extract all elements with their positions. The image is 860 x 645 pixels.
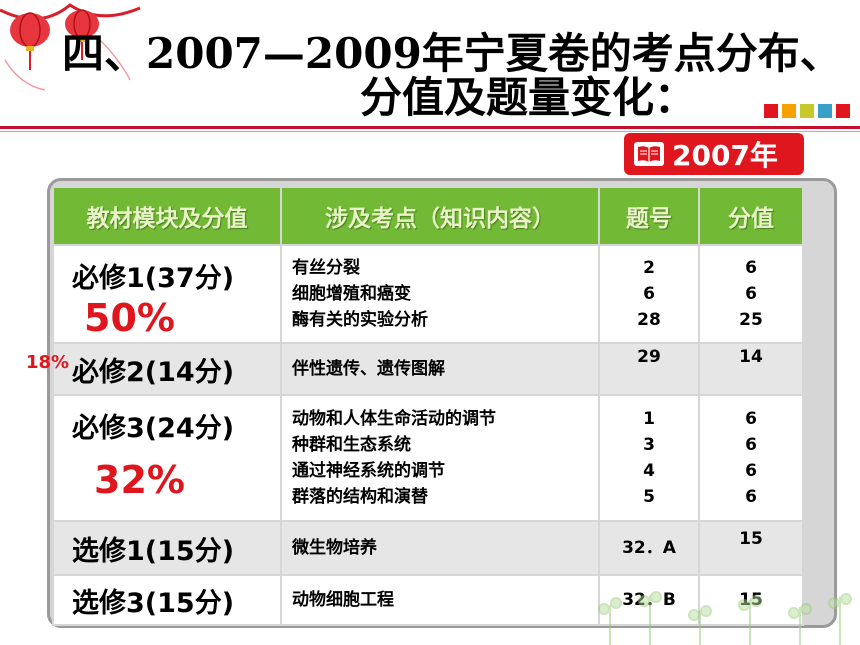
color-squares-decoration: [764, 104, 850, 118]
point-item: 有丝分裂: [292, 258, 360, 278]
point-item: 细胞增殖和癌变: [292, 284, 411, 304]
points-cell: 有丝分裂 细胞增殖和癌变 酶有关的实验分析: [280, 244, 600, 344]
score-cell: 6 6 25: [698, 244, 804, 344]
number-item: 29: [637, 347, 661, 367]
module-cell: 必修3(24分): [52, 394, 282, 522]
module-label: 选修1(15分): [72, 535, 235, 567]
number-cell: 29: [598, 342, 700, 396]
points-cell: 伴性遗传、遗传图解: [280, 342, 600, 396]
percent-18: 18%: [26, 352, 70, 373]
score-item: 6: [745, 435, 757, 455]
lantern-decoration-icon: [0, 3, 141, 91]
module-cell: 选修3(15分): [52, 574, 282, 626]
number-item: 1: [643, 409, 655, 429]
point-item: 酶有关的实验分析: [292, 310, 428, 330]
number-cell: 2 6 28: [598, 244, 700, 344]
score-item: 14: [739, 347, 763, 367]
module-cell: 选修1(15分): [52, 520, 282, 576]
module-cell: 必修2(14分): [52, 342, 282, 396]
title-divider: [0, 126, 860, 129]
score-item: 6: [745, 487, 757, 507]
score-cell: 15: [698, 520, 804, 576]
percent-50: 50%: [84, 296, 175, 340]
number-item: 2: [643, 258, 655, 278]
module-label: 必修1(37分): [72, 263, 235, 294]
red-square-2: [836, 104, 850, 118]
point-item: 种群和生态系统: [292, 435, 411, 455]
title-divider-thin: [0, 131, 860, 132]
score-item: 6: [745, 409, 757, 429]
red-square: [764, 104, 778, 118]
points-cell: 动物和人体生命活动的调节 种群和生态系统 通过神经系统的调节 群落的结构和演替: [280, 394, 600, 522]
blue-square: [818, 104, 832, 118]
number-item: 5: [643, 487, 655, 507]
header-points: 涉及考点（知识内容）: [280, 186, 600, 246]
point-item: 伴性遗传、遗传图解: [292, 359, 445, 379]
exam-distribution-table: 教材模块及分值 涉及考点（知识内容） 题号 分值 必修1(37分) 有丝分裂 细…: [52, 186, 804, 626]
header-module: 教材模块及分值: [52, 186, 282, 246]
points-cell: 动物细胞工程: [280, 574, 600, 626]
page-title-line2: 分值及题量变化：: [360, 73, 697, 122]
table-row: 必修1(37分) 有丝分裂 细胞增殖和癌变 酶有关的实验分析 2 6 28 6 …: [52, 244, 804, 344]
header-number: 题号: [598, 186, 700, 246]
orange-square: [782, 104, 796, 118]
module-label: 选修3(15分): [72, 587, 235, 619]
table-row: 必修2(14分) 伴性遗传、遗传图解 29 14: [52, 342, 804, 396]
percent-32: 32%: [94, 458, 185, 502]
page-title-line1: 四、2007—2009年宁夏卷的考点分布、: [62, 29, 842, 78]
point-item: 通过神经系统的调节: [292, 461, 445, 481]
number-cell: 32．A: [598, 520, 700, 576]
module-cell: 必修1(37分): [52, 244, 282, 344]
point-item: 微生物培养: [292, 538, 377, 558]
score-cell: 6 6 6 6: [698, 394, 804, 522]
score-item: 15: [739, 529, 763, 549]
score-cell: 14: [698, 342, 804, 396]
point-item: 动物细胞工程: [292, 590, 394, 610]
number-item: 4: [643, 461, 655, 481]
book-icon: [634, 142, 664, 166]
score-item: 25: [739, 310, 763, 330]
year-badge: 2007年: [624, 133, 804, 175]
header-score: 分值: [698, 186, 804, 246]
plant-decoration-icon: [598, 591, 852, 645]
score-item: 6: [745, 461, 757, 481]
year-label: 2007年: [672, 139, 778, 172]
table-header-row: 教材模块及分值 涉及考点（知识内容） 题号 分值: [52, 186, 804, 246]
number-item: 6: [643, 284, 655, 304]
yellow-square: [800, 104, 814, 118]
number-cell: 1 3 4 5: [598, 394, 700, 522]
number-item: 28: [637, 310, 661, 330]
score-item: 6: [745, 258, 757, 278]
module-label: 必修2(14分): [72, 356, 235, 388]
table-row: 必修3(24分) 动物和人体生命活动的调节 种群和生态系统 通过神经系统的调节 …: [52, 394, 804, 522]
point-item: 动物和人体生命活动的调节: [292, 409, 496, 429]
number-item: 32．A: [622, 538, 676, 558]
number-item: 3: [643, 435, 655, 455]
point-item: 群落的结构和演替: [292, 487, 428, 507]
table-row: 选修1(15分) 微生物培养 32．A 15: [52, 520, 804, 576]
points-cell: 微生物培养: [280, 520, 600, 576]
module-label: 必修3(24分): [72, 413, 235, 444]
score-item: 6: [745, 284, 757, 304]
